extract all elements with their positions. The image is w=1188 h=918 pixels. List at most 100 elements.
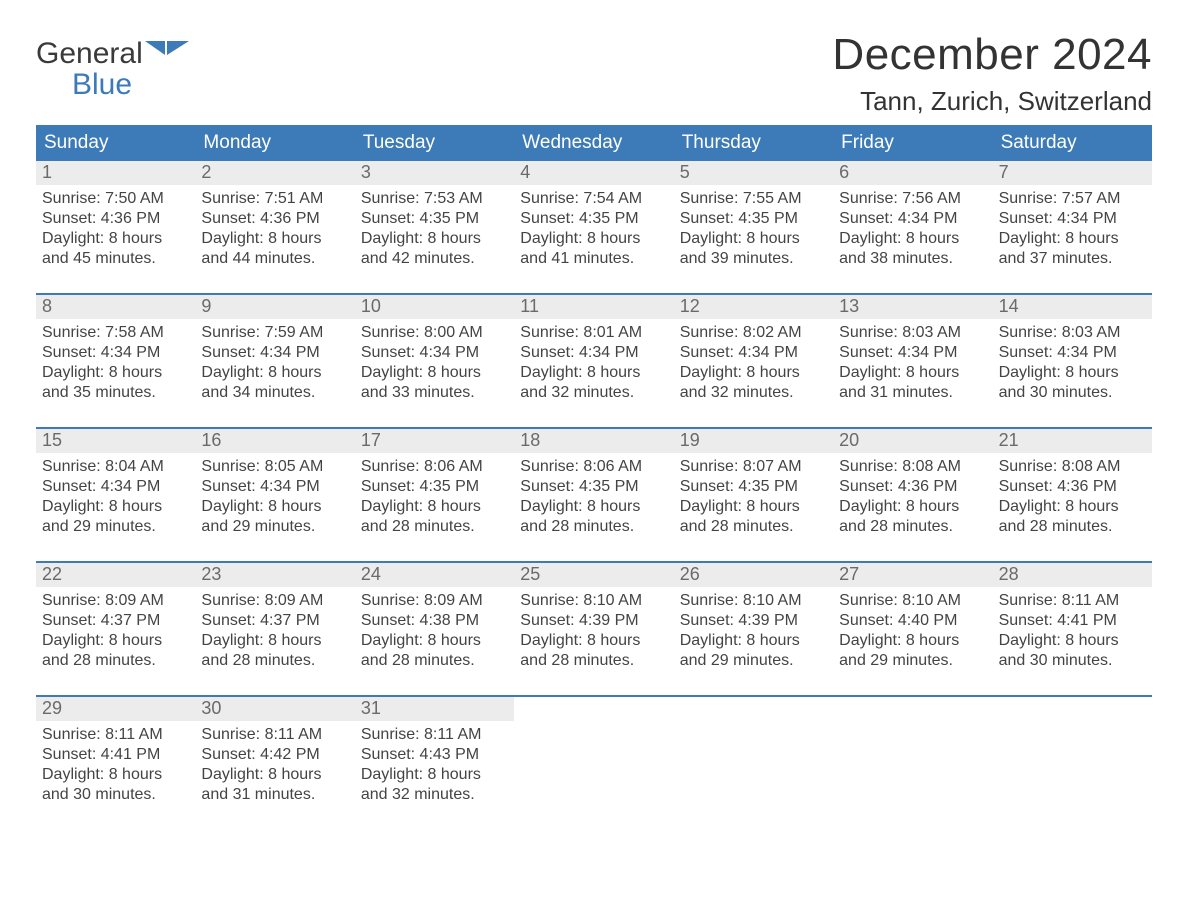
day-number: 20 bbox=[833, 429, 992, 453]
daylight-line-2: and 37 minutes. bbox=[999, 249, 1146, 269]
day-number: 31 bbox=[355, 697, 514, 721]
daylight-line-1: Daylight: 8 hours bbox=[999, 229, 1146, 249]
page: General Blue December 2024 Tann, Zurich,… bbox=[0, 0, 1188, 918]
day-cell: 26Sunrise: 8:10 AMSunset: 4:39 PMDayligh… bbox=[674, 563, 833, 677]
daylight-line-1: Daylight: 8 hours bbox=[42, 765, 189, 785]
day-number: 13 bbox=[833, 295, 992, 319]
day-cell: 20Sunrise: 8:08 AMSunset: 4:36 PMDayligh… bbox=[833, 429, 992, 543]
calendar: SundayMondayTuesdayWednesdayThursdayFrid… bbox=[36, 125, 1152, 811]
day-body: Sunrise: 8:09 AMSunset: 4:37 PMDaylight:… bbox=[36, 587, 195, 677]
daylight-line-1: Daylight: 8 hours bbox=[999, 631, 1146, 651]
day-cell: 30Sunrise: 8:11 AMSunset: 4:42 PMDayligh… bbox=[195, 697, 354, 811]
daylight-line-2: and 39 minutes. bbox=[680, 249, 827, 269]
day-cell: 27Sunrise: 8:10 AMSunset: 4:40 PMDayligh… bbox=[833, 563, 992, 677]
sunset-line: Sunset: 4:36 PM bbox=[42, 209, 189, 229]
daylight-line-2: and 32 minutes. bbox=[520, 383, 667, 403]
day-body: Sunrise: 7:50 AMSunset: 4:36 PMDaylight:… bbox=[36, 185, 195, 275]
daylight-line-1: Daylight: 8 hours bbox=[201, 363, 348, 383]
day-cell: 8Sunrise: 7:58 AMSunset: 4:34 PMDaylight… bbox=[36, 295, 195, 409]
sunrise-line: Sunrise: 7:53 AM bbox=[361, 189, 508, 209]
day-body: Sunrise: 7:51 AMSunset: 4:36 PMDaylight:… bbox=[195, 185, 354, 275]
day-number: 8 bbox=[36, 295, 195, 319]
sunrise-line: Sunrise: 8:08 AM bbox=[999, 457, 1146, 477]
sunset-line: Sunset: 4:41 PM bbox=[42, 745, 189, 765]
day-body: Sunrise: 7:56 AMSunset: 4:34 PMDaylight:… bbox=[833, 185, 992, 275]
day-number: 10 bbox=[355, 295, 514, 319]
sunset-line: Sunset: 4:35 PM bbox=[520, 477, 667, 497]
day-body: Sunrise: 8:06 AMSunset: 4:35 PMDaylight:… bbox=[355, 453, 514, 543]
day-cell: 13Sunrise: 8:03 AMSunset: 4:34 PMDayligh… bbox=[833, 295, 992, 409]
day-number: 28 bbox=[993, 563, 1152, 587]
sunrise-line: Sunrise: 8:05 AM bbox=[201, 457, 348, 477]
sunrise-line: Sunrise: 7:58 AM bbox=[42, 323, 189, 343]
daylight-line-2: and 29 minutes. bbox=[680, 651, 827, 671]
sunset-line: Sunset: 4:36 PM bbox=[999, 477, 1146, 497]
sunset-line: Sunset: 4:41 PM bbox=[999, 611, 1146, 631]
day-body: Sunrise: 8:04 AMSunset: 4:34 PMDaylight:… bbox=[36, 453, 195, 543]
daylight-line-1: Daylight: 8 hours bbox=[680, 363, 827, 383]
day-body: Sunrise: 8:05 AMSunset: 4:34 PMDaylight:… bbox=[195, 453, 354, 543]
day-number: 2 bbox=[195, 161, 354, 185]
daylight-line-2: and 32 minutes. bbox=[361, 785, 508, 805]
day-number: 5 bbox=[674, 161, 833, 185]
day-cell: 18 Sunrise: 8:06 AMSunset: 4:35 PMDayligh… bbox=[514, 429, 673, 543]
day-body: Sunrise: 8:03 AMSunset: 4:34 PMDaylight:… bbox=[833, 319, 992, 409]
daylight-line-2: and 30 minutes. bbox=[999, 383, 1146, 403]
sunrise-line: Sunrise: 8:09 AM bbox=[201, 591, 348, 611]
day-cell: 29Sunrise: 8:11 AMSunset: 4:41 PMDayligh… bbox=[36, 697, 195, 811]
day-number: 3 bbox=[355, 161, 514, 185]
sunrise-line: Sunrise: 8:10 AM bbox=[680, 591, 827, 611]
sunrise-line: Sunrise: 7:57 AM bbox=[999, 189, 1146, 209]
day-cell: 28Sunrise: 8:11 AMSunset: 4:41 PMDayligh… bbox=[993, 563, 1152, 677]
daylight-line-2: and 41 minutes. bbox=[520, 249, 667, 269]
daylight-line-1: Daylight: 8 hours bbox=[361, 631, 508, 651]
daylight-line-1: Daylight: 8 hours bbox=[201, 765, 348, 785]
day-cell: .. bbox=[833, 697, 992, 811]
sunset-line: Sunset: 4:34 PM bbox=[680, 343, 827, 363]
day-cell: 22Sunrise: 8:09 AMSunset: 4:37 PMDayligh… bbox=[36, 563, 195, 677]
day-number: 18 bbox=[514, 429, 673, 453]
day-body: Sunrise: 8:11 AMSunset: 4:43 PMDaylight:… bbox=[355, 721, 514, 811]
daylight-line-2: and 29 minutes. bbox=[42, 517, 189, 537]
week-row: 15Sunrise: 8:04 AMSunset: 4:34 PMDayligh… bbox=[36, 427, 1152, 543]
day-number: 19 bbox=[674, 429, 833, 453]
sunrise-line: Sunrise: 7:56 AM bbox=[839, 189, 986, 209]
daylight-line-1: Daylight: 8 hours bbox=[361, 229, 508, 249]
sunrise-line: Sunrise: 8:08 AM bbox=[839, 457, 986, 477]
day-body: Sunrise: 8:02 AMSunset: 4:34 PMDaylight:… bbox=[674, 319, 833, 409]
day-cell: 31Sunrise: 8:11 AMSunset: 4:43 PMDayligh… bbox=[355, 697, 514, 811]
day-number: 22 bbox=[36, 563, 195, 587]
daylight-line-1: Daylight: 8 hours bbox=[839, 363, 986, 383]
weekday-thursday: Thursday bbox=[674, 125, 833, 161]
logo-text-block: General Blue bbox=[36, 38, 189, 102]
daylight-line-2: and 30 minutes. bbox=[999, 651, 1146, 671]
daylight-line-1: Daylight: 8 hours bbox=[42, 631, 189, 651]
day-cell: 23Sunrise: 8:09 AMSunset: 4:37 PMDayligh… bbox=[195, 563, 354, 677]
sunrise-line: Sunrise: 8:04 AM bbox=[42, 457, 189, 477]
sunrise-line: Sunrise: 8:06 AM bbox=[520, 457, 667, 477]
day-cell: 12Sunrise: 8:02 AMSunset: 4:34 PMDayligh… bbox=[674, 295, 833, 409]
sunrise-line: Sunrise: 7:54 AM bbox=[520, 189, 667, 209]
daylight-line-1: Daylight: 8 hours bbox=[680, 497, 827, 517]
daylight-line-2: and 42 minutes. bbox=[361, 249, 508, 269]
day-body: Sunrise: 8:11 AMSunset: 4:41 PMDaylight:… bbox=[36, 721, 195, 811]
sunrise-line: Sunrise: 8:00 AM bbox=[361, 323, 508, 343]
sunrise-line: Sunrise: 8:11 AM bbox=[999, 591, 1146, 611]
sunset-line: Sunset: 4:37 PM bbox=[42, 611, 189, 631]
daylight-line-2: and 30 minutes. bbox=[42, 785, 189, 805]
day-cell: 6Sunrise: 7:56 AMSunset: 4:34 PMDaylight… bbox=[833, 161, 992, 275]
sunset-line: Sunset: 4:34 PM bbox=[999, 209, 1146, 229]
daylight-line-1: Daylight: 8 hours bbox=[680, 229, 827, 249]
daylight-line-1: Daylight: 8 hours bbox=[520, 497, 667, 517]
day-number: 7 bbox=[993, 161, 1152, 185]
day-body: Sunrise: 7:54 AMSunset: 4:35 PMDaylight:… bbox=[514, 185, 673, 275]
logo-line2: Blue bbox=[72, 68, 189, 102]
sunset-line: Sunset: 4:38 PM bbox=[361, 611, 508, 631]
sunrise-line: Sunrise: 8:07 AM bbox=[680, 457, 827, 477]
location: Tann, Zurich, Switzerland bbox=[832, 86, 1152, 117]
sunset-line: Sunset: 4:43 PM bbox=[361, 745, 508, 765]
daylight-line-1: Daylight: 8 hours bbox=[42, 497, 189, 517]
day-body: Sunrise: 8:11 AMSunset: 4:41 PMDaylight:… bbox=[993, 587, 1152, 677]
daylight-line-1: Daylight: 8 hours bbox=[520, 229, 667, 249]
daylight-line-2: and 28 minutes. bbox=[999, 517, 1146, 537]
